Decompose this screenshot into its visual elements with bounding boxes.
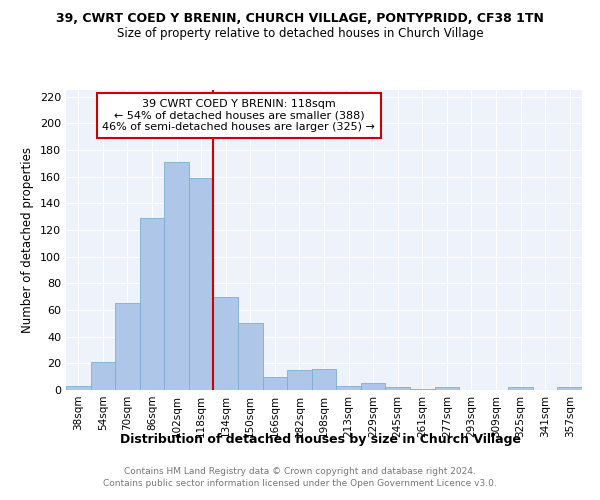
Bar — [91, 362, 115, 390]
Bar — [336, 386, 361, 390]
Bar — [189, 178, 214, 390]
Bar — [164, 162, 189, 390]
Bar — [361, 384, 385, 390]
Bar — [66, 386, 91, 390]
Y-axis label: Number of detached properties: Number of detached properties — [22, 147, 34, 333]
Bar — [410, 388, 434, 390]
Text: Size of property relative to detached houses in Church Village: Size of property relative to detached ho… — [116, 28, 484, 40]
Bar — [385, 388, 410, 390]
Bar — [140, 218, 164, 390]
Bar — [557, 388, 582, 390]
Text: 39 CWRT COED Y BRENIN: 118sqm
← 54% of detached houses are smaller (388)
46% of : 39 CWRT COED Y BRENIN: 118sqm ← 54% of d… — [103, 99, 375, 132]
Text: Distribution of detached houses by size in Church Village: Distribution of detached houses by size … — [121, 432, 521, 446]
Text: Contains public sector information licensed under the Open Government Licence v3: Contains public sector information licen… — [103, 479, 497, 488]
Bar — [434, 388, 459, 390]
Bar — [287, 370, 312, 390]
Bar — [214, 296, 238, 390]
Bar — [115, 304, 140, 390]
Text: Contains HM Land Registry data © Crown copyright and database right 2024.: Contains HM Land Registry data © Crown c… — [124, 468, 476, 476]
Bar — [312, 368, 336, 390]
Bar — [508, 388, 533, 390]
Text: 39, CWRT COED Y BRENIN, CHURCH VILLAGE, PONTYPRIDD, CF38 1TN: 39, CWRT COED Y BRENIN, CHURCH VILLAGE, … — [56, 12, 544, 26]
Bar — [238, 324, 263, 390]
Bar — [263, 376, 287, 390]
